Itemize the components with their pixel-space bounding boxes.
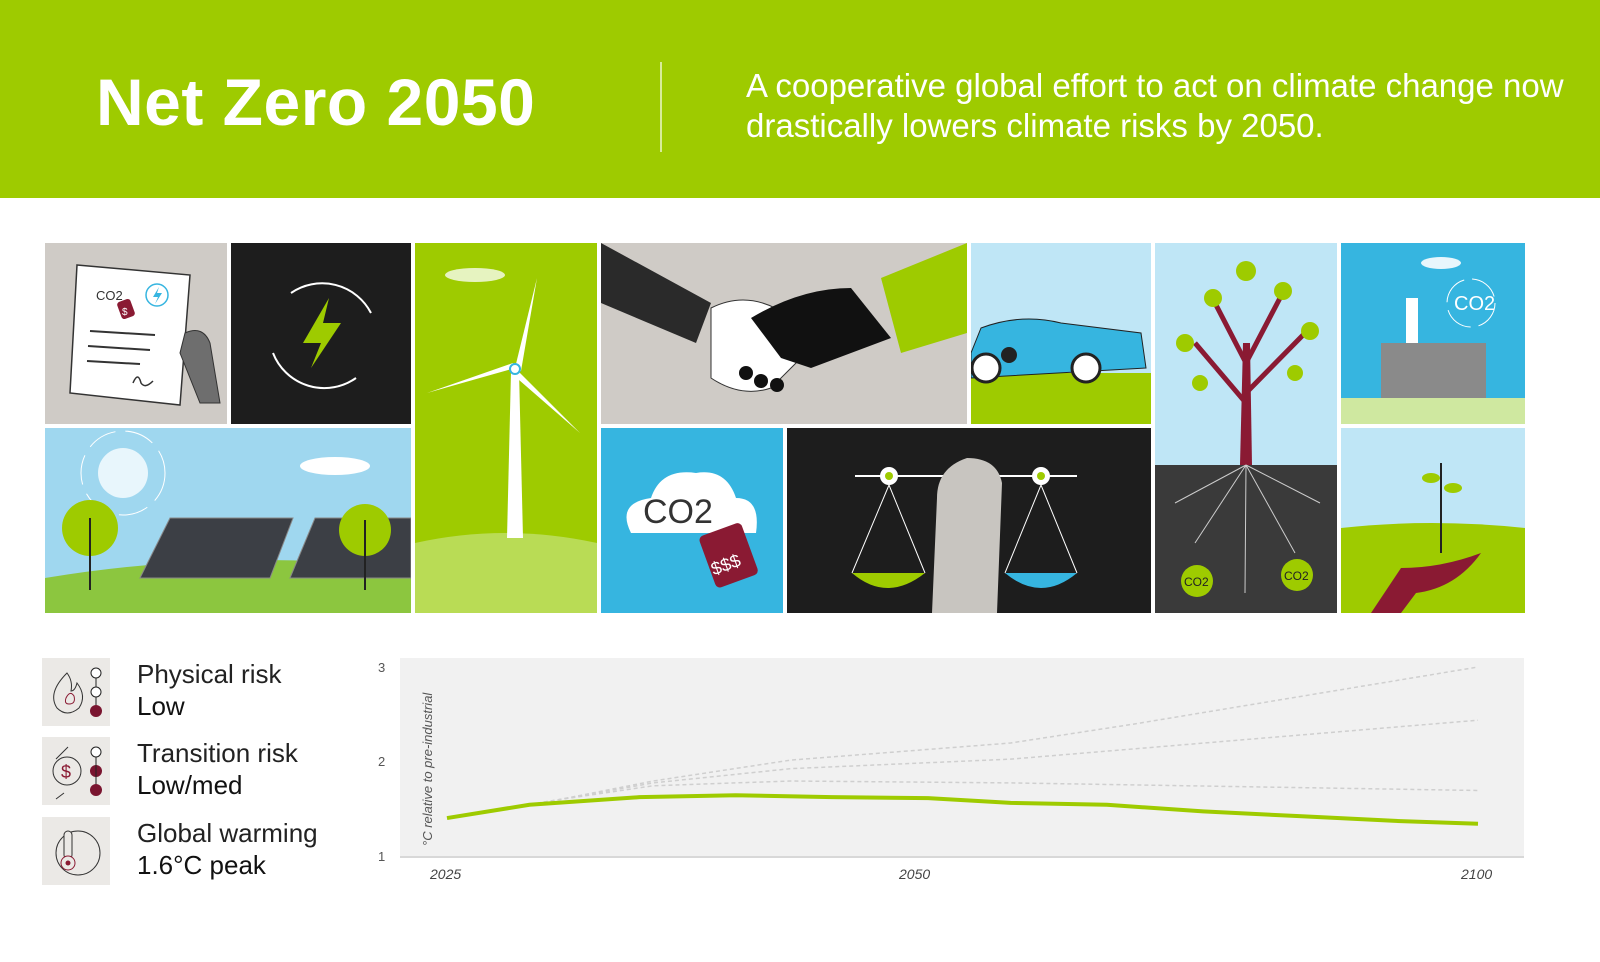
global-warming-item: Global warming 1.6°C peak <box>42 817 362 885</box>
y-tick-label: 3 <box>378 660 385 675</box>
flame-icon <box>42 658 110 726</box>
seedling-in-hand-illustration <box>1341 428 1525 613</box>
risk-value: 1.6°C peak <box>137 850 266 880</box>
co2-label: CO2 <box>1454 293 1495 315</box>
carbon-price-illustration: CO2 $$$ <box>601 428 783 613</box>
policy-document-illustration: CO2 $ <box>45 243 227 424</box>
x-tick-label: 2100 <box>1460 866 1492 882</box>
transition-risk-item: $ Transition risk Low/med <box>42 737 362 805</box>
factory-emissions-illustration: CO2 <box>1341 243 1525 424</box>
co2-label: CO2 <box>1284 569 1309 583</box>
risk-label: Physical risk <box>137 659 282 689</box>
handshake-illustration <box>601 243 967 424</box>
risk-value: Low/med <box>137 770 243 800</box>
risk-value: Low <box>137 691 185 721</box>
warming-chart: 3 2 1 2025 2050 2100 °C relative to pre-… <box>370 650 1530 900</box>
x-tick-label: 2050 <box>898 866 930 882</box>
co2-label: CO2 <box>643 493 713 531</box>
y-tick-label: 2 <box>378 754 385 769</box>
co2-label: CO2 <box>96 288 123 303</box>
wind-turbine-illustration <box>415 243 597 613</box>
risk-label: Transition risk <box>137 738 298 768</box>
renewable-energy-illustration <box>231 243 411 424</box>
y-axis-label: °C relative to pre-industrial <box>420 692 435 846</box>
price-tag-label: $ <box>122 307 128 318</box>
header-divider <box>660 62 662 152</box>
net-zero-series-line <box>446 793 1479 826</box>
dollar-cycle-icon: $ <box>42 737 110 805</box>
page-title: Net Zero 2050 <box>96 65 536 139</box>
thermometer-globe-icon <box>42 817 110 885</box>
y-tick-label: 1 <box>378 849 385 864</box>
x-tick-label: 2025 <box>429 866 461 882</box>
svg-text:$: $ <box>61 762 71 782</box>
physical-risk-item: Physical risk Low <box>42 658 362 726</box>
header-banner: Net Zero 2050 A cooperative global effor… <box>0 0 1600 198</box>
balance-scales-illustration <box>787 428 1151 613</box>
risk-label: Global warming <box>137 818 318 848</box>
page-subtitle: A cooperative global effort to act on cl… <box>746 67 1564 144</box>
co2-label: CO2 <box>1184 575 1209 589</box>
electric-car-illustration <box>971 243 1151 424</box>
tree-carbon-sink-illustration: CO2 CO2 <box>1155 243 1337 613</box>
comparison-series-line <box>446 666 1479 819</box>
solar-panels-illustration <box>45 428 411 613</box>
